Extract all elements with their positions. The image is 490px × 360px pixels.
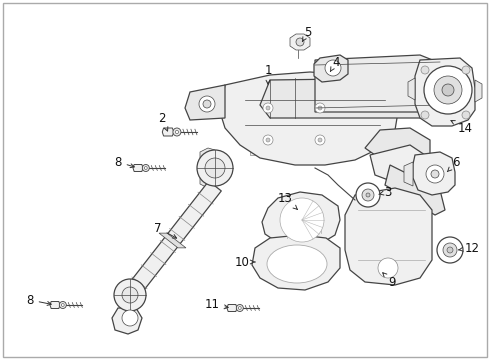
Circle shape <box>236 305 244 311</box>
Polygon shape <box>314 55 348 82</box>
Circle shape <box>378 258 398 278</box>
Polygon shape <box>162 128 174 136</box>
Circle shape <box>443 243 457 257</box>
Circle shape <box>114 279 146 311</box>
Polygon shape <box>159 233 186 248</box>
Circle shape <box>205 158 225 178</box>
Polygon shape <box>365 128 430 168</box>
Polygon shape <box>370 145 445 195</box>
Polygon shape <box>260 78 430 118</box>
Circle shape <box>462 111 470 119</box>
Polygon shape <box>200 176 215 188</box>
Circle shape <box>325 60 341 76</box>
Circle shape <box>122 310 138 326</box>
Text: 13: 13 <box>277 192 297 210</box>
Polygon shape <box>123 181 221 300</box>
Circle shape <box>122 287 138 303</box>
Polygon shape <box>262 192 340 248</box>
Circle shape <box>263 135 273 145</box>
Polygon shape <box>200 148 215 160</box>
Polygon shape <box>415 58 475 126</box>
Polygon shape <box>345 188 432 285</box>
Circle shape <box>442 84 454 96</box>
Circle shape <box>424 66 472 114</box>
Circle shape <box>435 68 465 98</box>
Circle shape <box>447 247 453 253</box>
Text: 9: 9 <box>383 273 396 288</box>
Text: 6: 6 <box>447 157 460 172</box>
Text: 5: 5 <box>302 26 312 41</box>
Polygon shape <box>133 165 143 171</box>
Text: 11: 11 <box>204 298 228 311</box>
Circle shape <box>142 165 149 171</box>
Circle shape <box>199 96 215 112</box>
Circle shape <box>426 165 444 183</box>
Circle shape <box>175 130 178 134</box>
Circle shape <box>315 103 325 113</box>
Polygon shape <box>250 95 340 155</box>
Circle shape <box>362 189 374 201</box>
Circle shape <box>434 76 462 104</box>
Polygon shape <box>408 78 415 100</box>
Polygon shape <box>385 165 445 215</box>
Text: 7: 7 <box>154 221 176 238</box>
Polygon shape <box>404 162 413 186</box>
Text: 14: 14 <box>451 121 472 135</box>
Text: 8: 8 <box>26 293 51 306</box>
Circle shape <box>263 103 273 113</box>
Circle shape <box>296 38 304 46</box>
Circle shape <box>266 138 270 142</box>
Circle shape <box>318 106 322 110</box>
Text: 1: 1 <box>264 63 272 84</box>
Circle shape <box>421 111 429 119</box>
Polygon shape <box>185 85 225 120</box>
Circle shape <box>203 100 211 108</box>
Text: 12: 12 <box>459 242 480 255</box>
Circle shape <box>239 307 241 309</box>
Polygon shape <box>475 80 482 102</box>
Text: 10: 10 <box>235 256 255 269</box>
Polygon shape <box>290 34 310 50</box>
Circle shape <box>173 128 181 136</box>
Text: 4: 4 <box>330 55 340 71</box>
Text: 2: 2 <box>158 112 168 131</box>
Circle shape <box>61 303 64 306</box>
Text: 3: 3 <box>379 185 392 198</box>
Polygon shape <box>252 235 340 290</box>
Circle shape <box>318 138 322 142</box>
Circle shape <box>280 198 324 242</box>
Circle shape <box>356 183 380 207</box>
Text: 8: 8 <box>114 156 134 168</box>
Polygon shape <box>315 55 455 112</box>
Polygon shape <box>112 308 142 334</box>
Circle shape <box>437 237 463 263</box>
Polygon shape <box>220 72 400 165</box>
Circle shape <box>266 106 270 110</box>
Ellipse shape <box>267 245 327 283</box>
Circle shape <box>431 170 439 178</box>
Circle shape <box>462 66 470 74</box>
Polygon shape <box>50 302 60 309</box>
Circle shape <box>315 135 325 145</box>
Circle shape <box>145 167 147 170</box>
Circle shape <box>421 66 429 74</box>
Circle shape <box>442 75 458 91</box>
Circle shape <box>366 193 370 197</box>
Polygon shape <box>227 305 237 311</box>
Circle shape <box>59 302 66 309</box>
Circle shape <box>197 150 233 186</box>
Polygon shape <box>413 152 455 195</box>
